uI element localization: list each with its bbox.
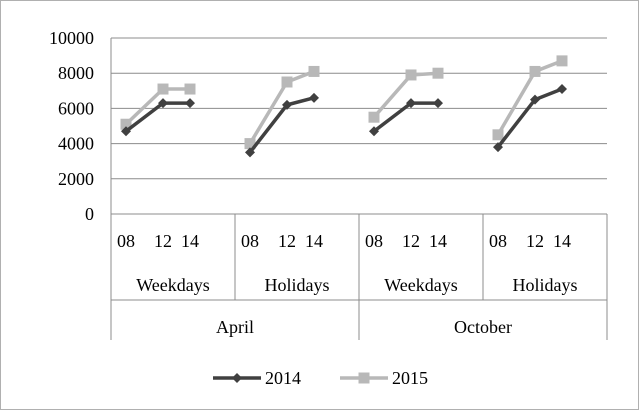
y-tick-label: 2000 (58, 169, 94, 189)
legend-label: 2015 (392, 368, 428, 388)
series-2015 (120, 55, 568, 150)
x-tick-label-hour: 08 (365, 231, 383, 251)
data-point (244, 138, 256, 150)
x-tick-label-hour: 14 (553, 231, 571, 251)
data-point (184, 83, 196, 95)
legend-entry-2015: 2015 (340, 368, 428, 388)
y-axis: 0 2000 4000 6000 8000 10000 (49, 28, 112, 340)
legend-label: 2014 (265, 368, 301, 388)
data-point (185, 98, 195, 109)
data-point (492, 129, 504, 141)
y-tick-label: 6000 (58, 98, 94, 118)
gridlines (111, 37, 607, 180)
data-point (281, 76, 293, 88)
data-point (529, 65, 541, 77)
data-point (157, 83, 169, 95)
x-tick-label-hour: 14 (305, 231, 323, 251)
data-point (405, 69, 417, 81)
x-tick-label-daytype: Holidays (265, 275, 330, 295)
data-point (432, 67, 444, 79)
x-tick-label-hour: 08 (241, 231, 259, 251)
x-tick-label-hour: 12 (526, 231, 544, 251)
x-tick-label-month: April (216, 317, 254, 337)
x-tick-label-hour: 12 (154, 231, 172, 251)
data-point (245, 147, 255, 158)
legend-marker (232, 373, 242, 383)
y-tick-label: 4000 (58, 134, 94, 154)
x-tick-label-daytype: Weekdays (136, 275, 210, 295)
data-point (493, 142, 503, 153)
legend-marker (358, 372, 370, 384)
data-point (308, 65, 320, 77)
data-point (158, 98, 168, 109)
legend: 2014 2015 (213, 368, 428, 388)
data-point (406, 98, 416, 109)
data-point (309, 92, 319, 103)
x-tick-label-hour: 14 (181, 231, 199, 251)
x-axis: 08 12 14 Weekdays 08 12 14 Holidays 08 12 14 Weekda… (111, 213, 608, 340)
x-tick-label-hour: 12 (402, 231, 420, 251)
legend-entry-2014: 2014 (213, 368, 301, 388)
data-point (433, 98, 443, 109)
data-point (557, 84, 567, 95)
x-tick-label-hour: 14 (429, 231, 447, 251)
x-tick-label-hour: 08 (489, 231, 507, 251)
y-tick-label: 0 (85, 204, 94, 224)
data-point (121, 126, 131, 137)
plot-area (120, 55, 568, 158)
data-point (120, 118, 132, 130)
x-tick-label-daytype: Holidays (513, 275, 578, 295)
x-tick-label-month: October (454, 317, 512, 337)
x-tick-label-daytype: Weekdays (384, 275, 458, 295)
x-tick-label-hour: 08 (117, 231, 135, 251)
series-2014 (121, 84, 567, 158)
data-point (282, 99, 292, 110)
y-tick-label: 10000 (49, 28, 94, 48)
data-point (530, 94, 540, 105)
data-point (368, 111, 380, 123)
data-point (556, 55, 568, 67)
y-tick-label: 8000 (58, 63, 94, 83)
x-tick-label-hour: 12 (278, 231, 296, 251)
data-point (369, 126, 379, 137)
